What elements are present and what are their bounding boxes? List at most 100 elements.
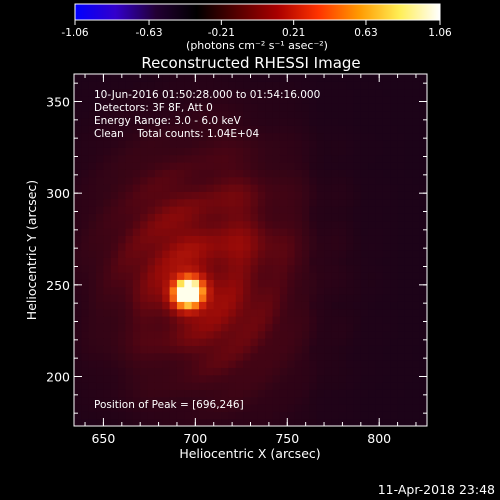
heatmap-cell <box>176 374 185 383</box>
heatmap-cell <box>301 345 310 354</box>
heatmap-cell <box>88 286 97 295</box>
heatmap-cell <box>294 213 303 222</box>
heatmap-cell <box>103 330 112 339</box>
heatmap-cell <box>74 103 82 112</box>
heatmap-cell <box>154 176 163 185</box>
heatmap-cell <box>353 404 362 412</box>
heatmap-cell <box>353 213 362 222</box>
heatmap-cell <box>390 330 399 339</box>
heatmap-cell <box>88 352 97 361</box>
heatmap-cell <box>368 264 377 273</box>
heatmap-cell <box>162 345 171 354</box>
heatmap-cell <box>147 96 156 104</box>
heatmap-cell <box>257 330 266 339</box>
heatmap-cell <box>390 162 399 170</box>
peak-position-text: Position of Peak = [696,246] <box>94 399 244 411</box>
heatmap-cell <box>331 132 340 141</box>
heatmap-cell <box>294 294 303 302</box>
heatmap-cell <box>419 279 427 288</box>
heatmap-cell <box>257 147 266 156</box>
heatmap-cell <box>191 132 200 141</box>
heatmap-cell <box>132 389 141 398</box>
heatmap-cell <box>243 235 252 244</box>
heatmap-cell <box>257 118 266 126</box>
heatmap-cell <box>331 184 340 192</box>
heatmap-cell <box>309 191 318 200</box>
heatmap-cell <box>213 374 222 383</box>
heatmap-cell <box>88 264 97 273</box>
heatmap-cell <box>103 411 112 420</box>
heatmap-cell <box>176 272 185 280</box>
heatmap-cell <box>154 352 163 361</box>
heatmap-cell <box>419 396 427 405</box>
heatmap-cell <box>404 404 413 412</box>
heatmap-cell <box>184 345 193 354</box>
heatmap-cell <box>397 330 406 339</box>
heatmap-cell <box>360 132 369 141</box>
heatmap-cell <box>346 154 355 163</box>
heatmap-cell <box>243 81 252 90</box>
heatmap-cell <box>360 140 369 148</box>
heatmap-cell <box>397 272 406 280</box>
heatmap-cell <box>294 169 303 178</box>
heatmap-cell <box>184 272 193 280</box>
heatmap-cell <box>375 125 384 134</box>
heatmap-cell <box>382 301 391 310</box>
heatmap-cell <box>154 154 163 163</box>
heatmap-cell <box>103 272 112 280</box>
heatmap-cell <box>331 206 340 214</box>
heatmap-cell <box>81 184 90 192</box>
heatmap-cell <box>279 411 288 420</box>
heatmap-cell <box>191 411 200 420</box>
heatmap-cell <box>324 367 332 376</box>
heatmap-cell <box>301 110 310 119</box>
heatmap-cell <box>140 360 149 368</box>
heatmap-cell <box>331 147 340 156</box>
heatmap-cell <box>346 352 355 361</box>
heatmap-cell <box>184 206 193 214</box>
heatmap-cell <box>125 213 134 222</box>
heatmap-cell <box>353 330 362 339</box>
heatmap-cell <box>103 345 112 354</box>
heatmap-cell <box>412 88 421 97</box>
heatmap-cell <box>206 132 215 141</box>
heatmap-cell <box>162 411 171 420</box>
heatmap-cell <box>221 81 230 90</box>
heatmap-cell <box>199 169 207 178</box>
heatmap-cell <box>301 118 310 126</box>
heatmap-cell <box>191 404 200 412</box>
heatmap-cell <box>169 264 178 273</box>
heatmap-cell <box>176 242 185 251</box>
heatmap-cell <box>412 169 421 178</box>
heatmap-cell <box>419 418 427 426</box>
heatmap-cell <box>360 279 369 288</box>
heatmap-cell <box>324 184 332 192</box>
heatmap-cell <box>81 389 90 398</box>
heatmap-cell <box>118 367 127 376</box>
heatmap-cell <box>419 257 427 266</box>
heatmap-cell <box>279 242 288 251</box>
heatmap-cell <box>74 96 82 104</box>
heatmap-cell <box>199 301 207 310</box>
heatmap-cell <box>228 367 237 376</box>
heatmap-cell <box>382 103 391 112</box>
heatmap-cell <box>118 323 127 332</box>
heatmap-cell <box>331 330 340 339</box>
heatmap-cell <box>272 396 281 405</box>
heatmap-cell <box>132 206 141 214</box>
heatmap-cell <box>125 154 134 163</box>
heatmap-cell <box>96 323 105 332</box>
heatmap-cell <box>338 316 347 324</box>
heatmap-cell <box>404 272 413 280</box>
heatmap-cell <box>301 330 310 339</box>
heatmap-cell <box>279 191 288 200</box>
heatmap-cell <box>375 272 384 280</box>
heatmap-cell <box>338 345 347 354</box>
heatmap-cell <box>397 88 406 97</box>
heatmap-cell <box>169 257 178 266</box>
heatmap-cell <box>213 169 222 178</box>
heatmap-cell <box>265 118 274 126</box>
heatmap-cell <box>309 125 318 134</box>
heatmap-cell <box>404 382 413 390</box>
heatmap-cell <box>353 191 362 200</box>
